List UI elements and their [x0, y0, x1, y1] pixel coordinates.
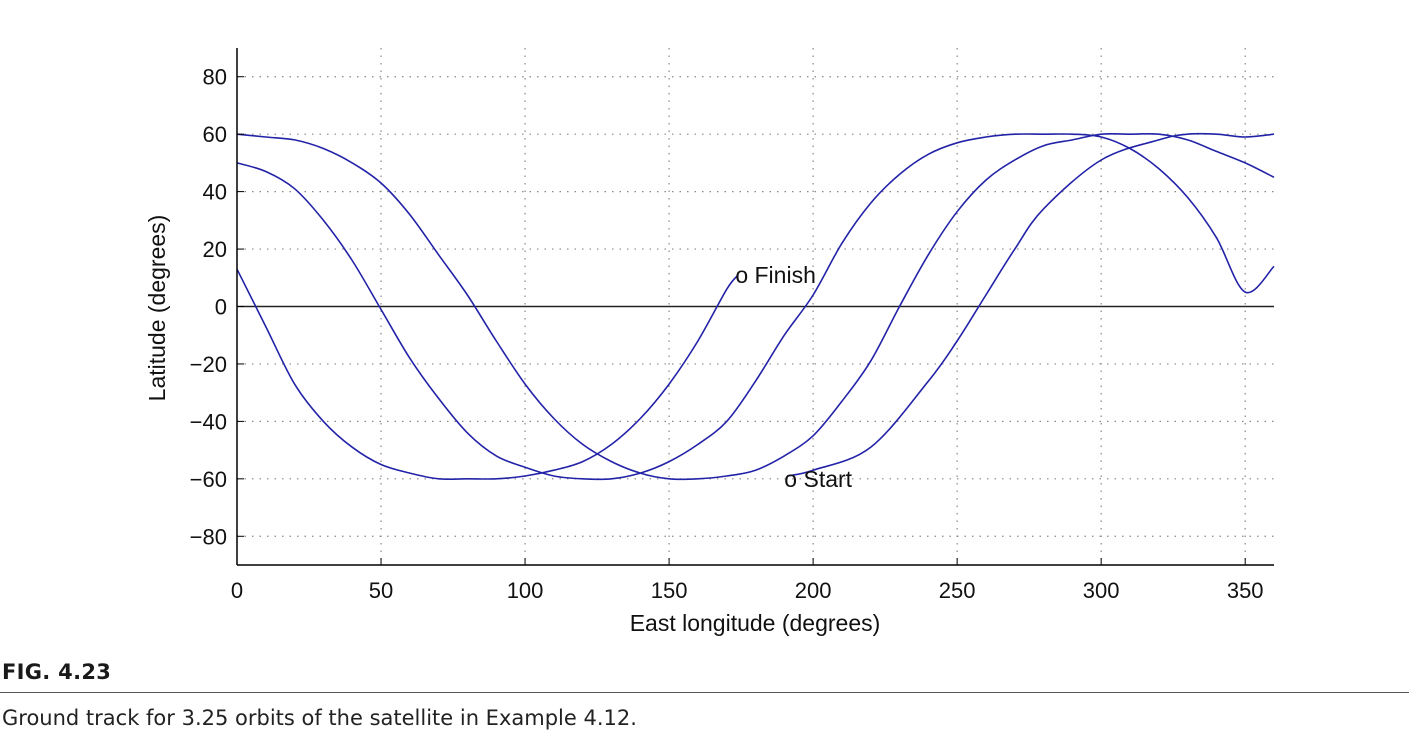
x-tick-label: 300 — [1083, 578, 1120, 603]
y-axis-label: Latitude (degrees) — [144, 215, 170, 402]
annotations: o Finish o Start — [735, 262, 852, 492]
x-tick-label: 100 — [507, 578, 544, 603]
y-tick-label: −20 — [190, 352, 227, 377]
y-tick-label: 20 — [203, 237, 227, 262]
annotation-label: o Finish — [735, 262, 816, 288]
y-tick-label: 80 — [203, 65, 227, 90]
tick-labels: 0 50 100 150 200 250 300 350806040200−20−40−60−… — [190, 65, 1264, 603]
y-tick-label: 0 — [215, 295, 227, 320]
ground-track-chart: 0 50 100 150 200 250 300 350806040200−20−40−60−… — [144, 48, 1275, 636]
ground-track-line — [236, 133, 1275, 481]
figure-caption: Ground track for 3.25 orbits of the sate… — [2, 706, 637, 730]
ground-track-line — [787, 132, 1275, 477]
x-tick-label: 350 — [1227, 578, 1264, 603]
annotation-label: o Start — [784, 466, 852, 492]
figure-divider — [0, 692, 1409, 693]
figure-label: FIG. 4.23 — [2, 660, 112, 684]
x-tick-label: 0 — [231, 578, 243, 603]
ground-track-line — [236, 132, 1275, 481]
y-tick-label: 40 — [203, 180, 227, 205]
axes — [236, 48, 1274, 566]
y-tick-label: −40 — [190, 409, 227, 434]
x-tick-label: 200 — [795, 578, 832, 603]
ground-track-line — [236, 268, 739, 481]
x-axis-label: East longitude (degrees) — [630, 610, 881, 636]
x-tick-label: 250 — [939, 578, 976, 603]
x-tick-label: 50 — [369, 578, 393, 603]
y-tick-label: 60 — [203, 122, 227, 147]
y-tick-label: −60 — [190, 467, 227, 492]
y-tick-label: −80 — [190, 524, 227, 549]
x-tick-label: 150 — [651, 578, 688, 603]
grid-lines — [237, 48, 1274, 565]
ground-track-series — [236, 132, 1275, 481]
